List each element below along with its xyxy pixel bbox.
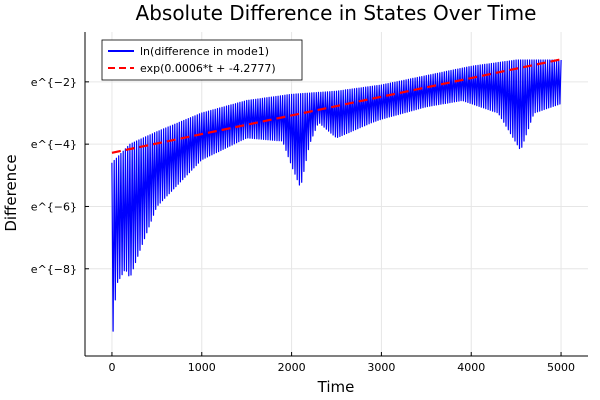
- x-axis-label: Time: [317, 378, 355, 396]
- legend-box: [101, 39, 303, 81]
- ticks-layer: 0 1000 2000 3000 4000 5000 e^{−2} e^{−4} e^{−6} e…: [31, 76, 575, 374]
- x-tick-label-5: 5000: [547, 361, 575, 374]
- x-tick-label-1: 1000: [188, 361, 216, 374]
- y-tick-label-3: e^{−8}: [31, 263, 77, 276]
- y-tick-label-1: e^{−4}: [31, 138, 77, 151]
- y-axis-label: Difference: [2, 154, 20, 231]
- x-tick-label-4: 4000: [457, 361, 485, 374]
- x-tick-label-2: 2000: [278, 361, 306, 374]
- legend-label-series-2: exp(0.0006*t + -4.2777): [140, 62, 276, 75]
- x-tick-label-3: 3000: [367, 361, 395, 374]
- y-tick-label-2: e^{−6}: [31, 200, 77, 213]
- axes-layer: [84, 32, 588, 357]
- y-tick-label-0: e^{−2}: [31, 76, 77, 89]
- grid-layer: [85, 32, 588, 356]
- series-line-2: [111, 58, 562, 154]
- series-line-1: [111, 59, 562, 332]
- legend-label-series-1: ln(difference in mode1): [140, 45, 269, 58]
- series-layer: [111, 58, 562, 332]
- x-tick-label-0: 0: [108, 361, 115, 374]
- chart-title: Absolute Difference in States Over Time: [136, 1, 537, 25]
- legend: ln(difference in mode1) exp(0.0006*t + -…: [101, 39, 303, 81]
